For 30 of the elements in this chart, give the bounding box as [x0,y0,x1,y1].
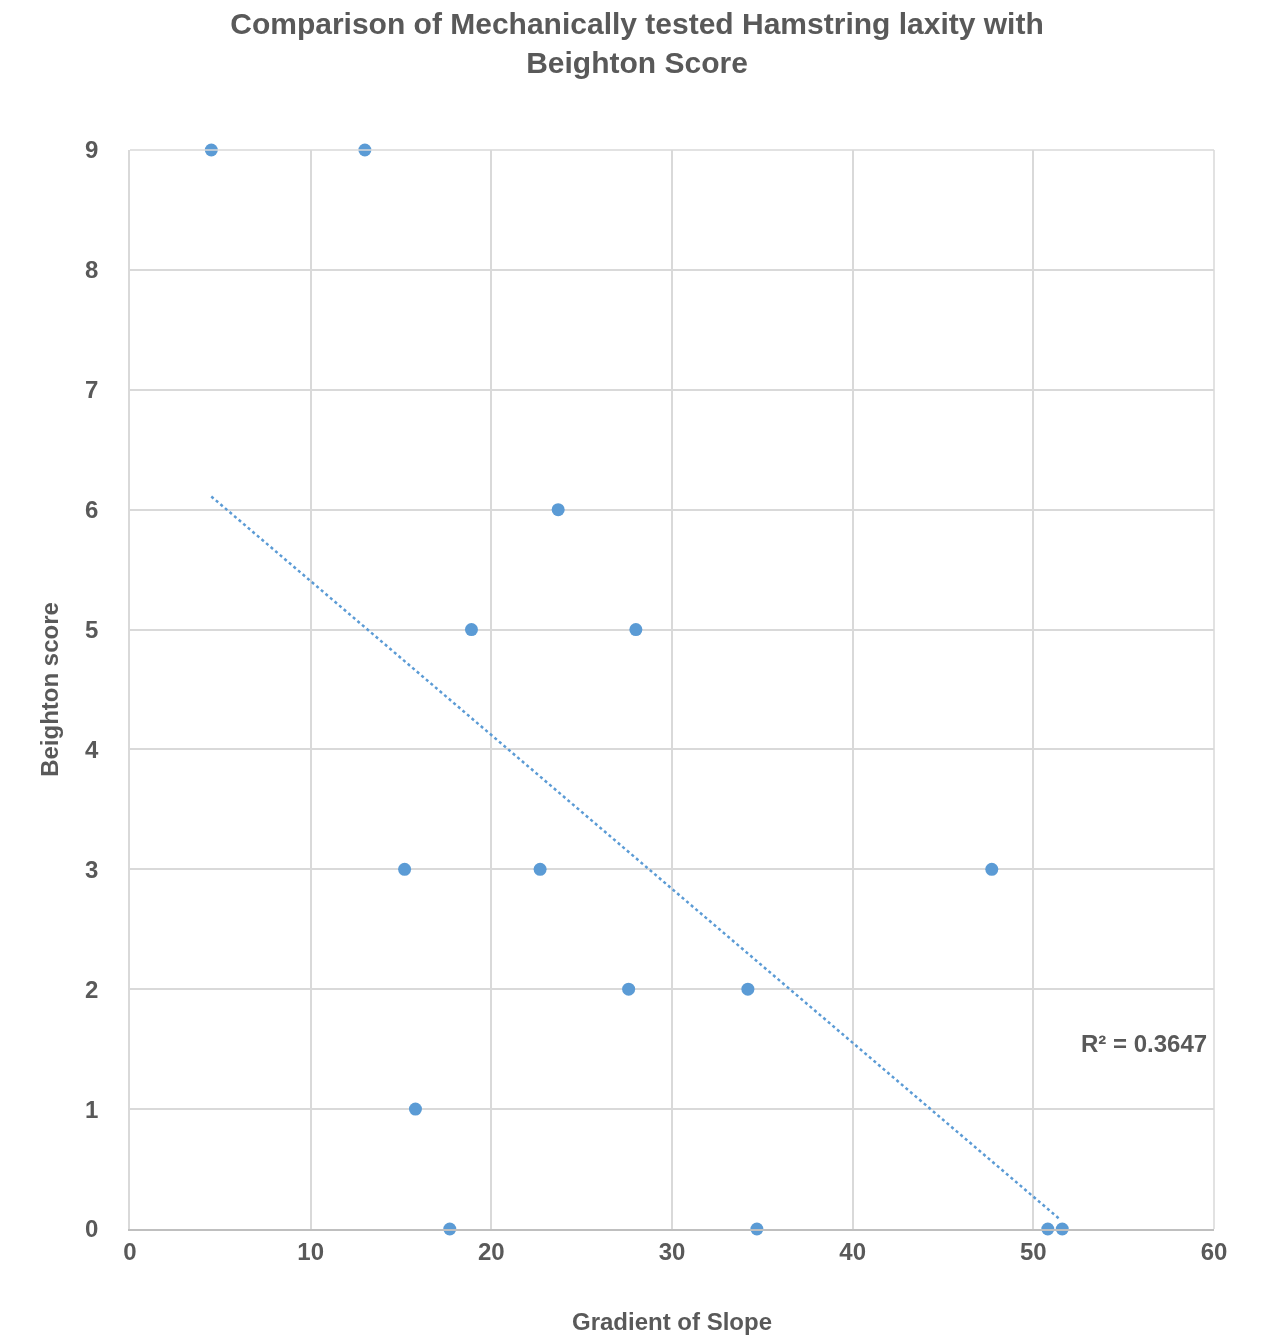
y-tick-label: 2 [85,975,99,1003]
y-tick-label: 7 [85,376,99,404]
point [629,623,643,637]
x-tick-label: 0 [123,1237,137,1265]
x-tick-label: 50 [1019,1237,1047,1265]
x-tick-label: 60 [1200,1237,1228,1265]
x-axis-title: Gradient of Slope [571,1308,773,1336]
y-tick-label: 1 [85,1095,99,1123]
y-tick-label: 5 [85,615,99,643]
point [551,503,565,517]
annotation: R² = 0.3647 [1081,1030,1208,1057]
point [622,982,636,996]
point [408,1102,422,1116]
y-tick-label: 6 [85,496,99,524]
point [398,862,412,876]
point [741,982,755,996]
x-tick-label: 10 [297,1237,325,1265]
y-tick-label: 4 [85,735,100,763]
y-tick-label: 3 [85,855,99,883]
y-tick-label: 9 [85,136,99,164]
x-tick-label: 20 [477,1237,505,1265]
point [464,623,478,637]
y-tick-label: 8 [85,256,99,284]
x-tick-label: 40 [839,1237,867,1265]
y-axis-title: Beighton score [35,602,63,777]
x-tick-label: 30 [658,1237,686,1265]
point [533,862,547,876]
point [985,862,999,876]
y-tick-label: 0 [85,1215,99,1243]
chart-title: Comparison of Mechanically tested Hamstring laxity with Beighton Score [230,6,1044,79]
